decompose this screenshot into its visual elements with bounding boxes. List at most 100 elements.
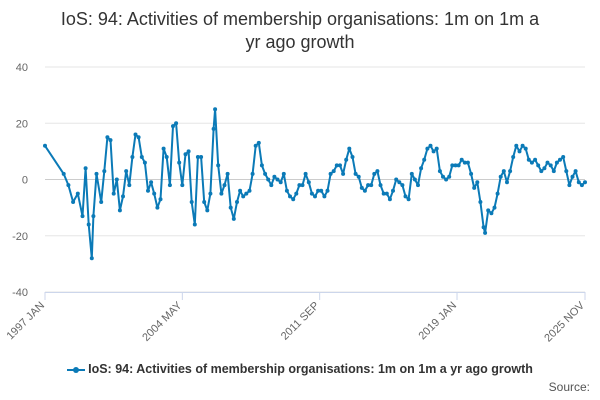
- data-point[interactable]: [394, 177, 399, 182]
- data-point[interactable]: [441, 174, 445, 179]
- data-point[interactable]: [526, 157, 531, 162]
- data-point[interactable]: [281, 171, 286, 176]
- data-point[interactable]: [465, 160, 470, 165]
- data-point[interactable]: [241, 194, 246, 199]
- data-point[interactable]: [492, 205, 497, 210]
- data-point[interactable]: [259, 163, 264, 168]
- data-point[interactable]: [450, 163, 455, 168]
- data-point[interactable]: [89, 256, 94, 261]
- data-point[interactable]: [489, 211, 494, 216]
- data-point[interactable]: [91, 214, 96, 219]
- data-point[interactable]: [403, 194, 408, 199]
- data-point[interactable]: [216, 163, 221, 168]
- data-point[interactable]: [375, 169, 380, 174]
- data-point[interactable]: [529, 160, 534, 165]
- data-point[interactable]: [369, 183, 374, 188]
- data-point[interactable]: [447, 174, 452, 179]
- data-point[interactable]: [244, 191, 249, 196]
- data-point[interactable]: [164, 155, 169, 159]
- data-point[interactable]: [459, 157, 464, 162]
- data-point[interactable]: [381, 191, 386, 196]
- data-point[interactable]: [539, 169, 544, 174]
- data-point[interactable]: [284, 188, 289, 193]
- data-point[interactable]: [219, 191, 224, 196]
- data-point[interactable]: [536, 163, 541, 168]
- data-point[interactable]: [152, 191, 157, 196]
- data-point[interactable]: [462, 160, 467, 165]
- data-point[interactable]: [306, 180, 311, 185]
- data-point[interactable]: [378, 183, 383, 188]
- data-point[interactable]: [117, 208, 122, 213]
- data-point[interactable]: [121, 194, 125, 199]
- data-point[interactable]: [551, 169, 556, 174]
- data-point[interactable]: [250, 171, 255, 176]
- data-point[interactable]: [114, 177, 119, 182]
- data-point[interactable]: [366, 183, 371, 188]
- data-point[interactable]: [576, 180, 581, 185]
- data-point[interactable]: [75, 191, 80, 196]
- data-point[interactable]: [146, 188, 150, 193]
- data-point[interactable]: [80, 214, 85, 219]
- data-point[interactable]: [291, 197, 296, 202]
- data-point[interactable]: [334, 163, 339, 168]
- data-point[interactable]: [564, 169, 569, 174]
- data-point[interactable]: [542, 166, 547, 171]
- data-point[interactable]: [61, 171, 66, 176]
- data-point[interactable]: [213, 107, 218, 112]
- data-point[interactable]: [387, 197, 392, 202]
- data-point[interactable]: [425, 146, 430, 151]
- data-point[interactable]: [579, 183, 584, 188]
- data-point[interactable]: [341, 171, 346, 176]
- data-point[interactable]: [498, 174, 503, 179]
- data-point[interactable]: [288, 194, 292, 199]
- data-point[interactable]: [105, 135, 110, 140]
- data-point[interactable]: [127, 183, 132, 188]
- data-point[interactable]: [416, 183, 420, 188]
- data-point[interactable]: [523, 146, 528, 151]
- data-point[interactable]: [384, 191, 389, 196]
- data-point[interactable]: [303, 171, 308, 176]
- data-point[interactable]: [478, 200, 483, 204]
- data-point[interactable]: [570, 174, 575, 179]
- data-point[interactable]: [514, 143, 519, 148]
- data-point[interactable]: [256, 140, 261, 145]
- data-point[interactable]: [247, 188, 252, 193]
- data-point[interactable]: [453, 163, 458, 168]
- data-point[interactable]: [272, 174, 277, 179]
- data-point[interactable]: [208, 191, 213, 196]
- data-point[interactable]: [391, 188, 395, 193]
- data-point[interactable]: [263, 171, 268, 176]
- data-point[interactable]: [43, 143, 47, 148]
- data-point[interactable]: [278, 180, 283, 185]
- data-point[interactable]: [338, 163, 342, 168]
- data-point[interactable]: [437, 169, 442, 174]
- data-point[interactable]: [520, 143, 525, 148]
- data-point[interactable]: [434, 146, 439, 151]
- data-point[interactable]: [583, 180, 587, 185]
- data-point[interactable]: [167, 183, 172, 188]
- data-point[interactable]: [195, 155, 200, 159]
- data-point[interactable]: [186, 149, 191, 154]
- data-point[interactable]: [406, 197, 411, 202]
- data-point[interactable]: [545, 160, 550, 165]
- data-point[interactable]: [99, 200, 104, 204]
- data-point[interactable]: [136, 135, 141, 140]
- data-point[interactable]: [171, 124, 175, 129]
- data-point[interactable]: [573, 169, 578, 174]
- data-point[interactable]: [313, 194, 317, 199]
- data-point[interactable]: [253, 143, 258, 148]
- data-point[interactable]: [319, 188, 324, 193]
- data-point[interactable]: [235, 200, 239, 204]
- data-point[interactable]: [83, 166, 88, 171]
- data-point[interactable]: [328, 171, 333, 176]
- data-point[interactable]: [149, 180, 154, 185]
- data-point[interactable]: [139, 155, 144, 159]
- data-point[interactable]: [225, 171, 230, 176]
- data-point[interactable]: [486, 208, 491, 213]
- data-point[interactable]: [130, 155, 135, 159]
- data-point[interactable]: [331, 169, 336, 174]
- data-point[interactable]: [133, 132, 138, 137]
- data-point[interactable]: [124, 169, 129, 174]
- data-point[interactable]: [202, 200, 207, 204]
- data-point[interactable]: [102, 169, 107, 174]
